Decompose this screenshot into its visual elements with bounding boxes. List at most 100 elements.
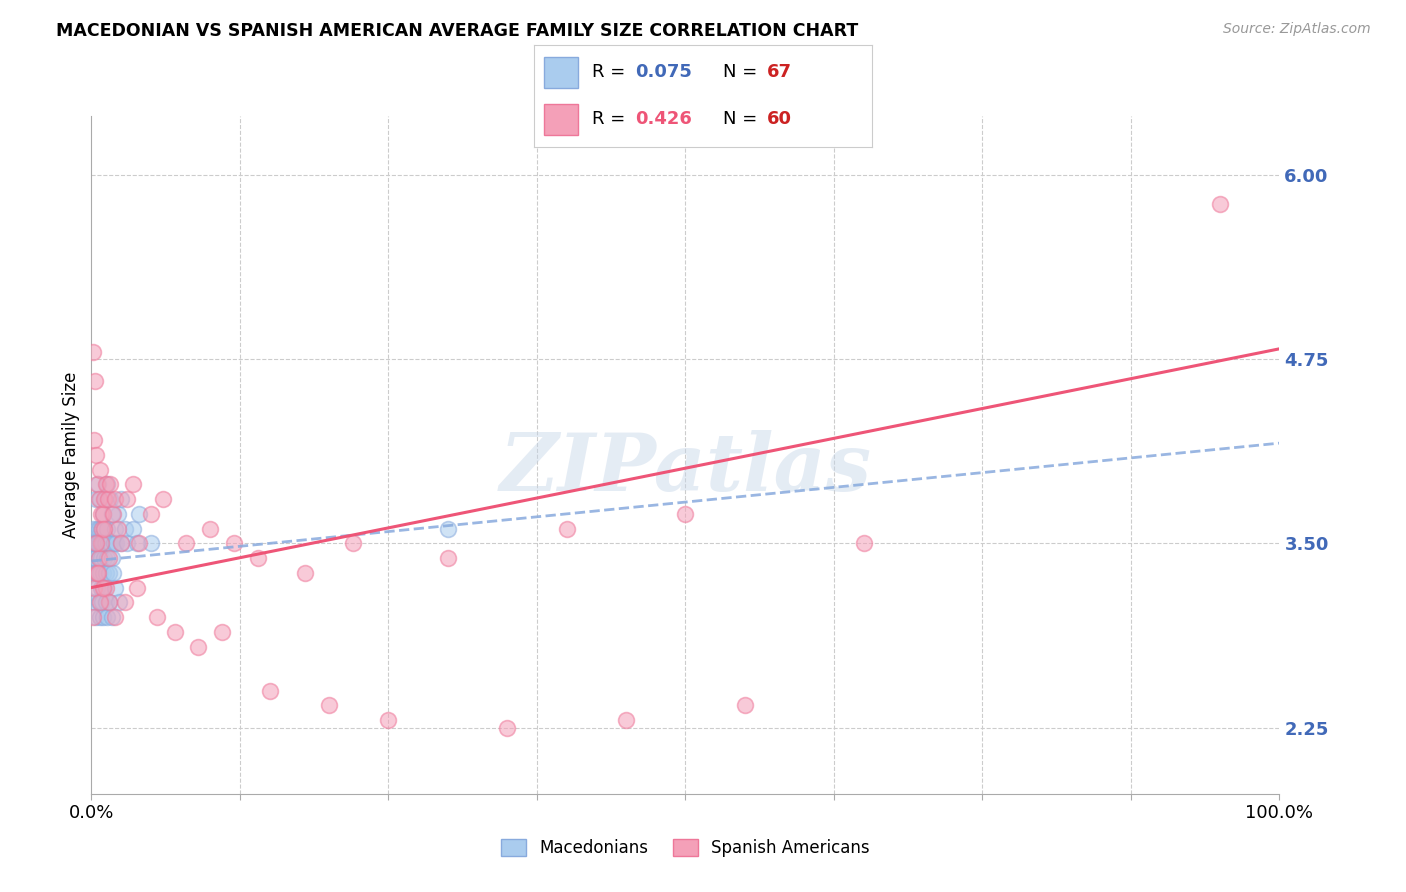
Text: 0.075: 0.075 <box>636 63 692 81</box>
Point <box>294 566 316 580</box>
Point <box>125 536 148 550</box>
Point <box>91 536 114 550</box>
Point <box>90 507 112 521</box>
Point <box>125 581 148 595</box>
Point <box>87 536 110 550</box>
Point <box>86 522 108 536</box>
Point <box>89 566 111 580</box>
Text: Source: ZipAtlas.com: Source: ZipAtlas.com <box>1223 22 1371 37</box>
Legend: Macedonians, Spanish Americans: Macedonians, Spanish Americans <box>494 832 877 863</box>
Point <box>100 477 122 491</box>
Point <box>97 536 120 550</box>
Point <box>87 477 110 491</box>
Point <box>1209 197 1232 211</box>
Point <box>98 566 121 580</box>
Point <box>82 522 104 536</box>
Point <box>122 522 145 536</box>
Point <box>101 566 124 580</box>
Point <box>187 640 209 654</box>
Point <box>97 492 120 507</box>
Point <box>84 536 107 550</box>
Point <box>555 522 578 536</box>
Point <box>101 507 124 521</box>
Text: ZIPatlas: ZIPatlas <box>499 430 872 508</box>
Text: 67: 67 <box>768 63 792 81</box>
Point <box>139 507 162 521</box>
Point <box>176 536 198 550</box>
Point <box>114 522 136 536</box>
Point <box>84 566 107 580</box>
Point <box>107 522 129 536</box>
Point <box>246 551 269 566</box>
Point <box>100 536 122 550</box>
Point <box>94 536 117 550</box>
Point <box>852 536 875 550</box>
Point <box>84 536 107 550</box>
Point <box>87 551 110 566</box>
Point <box>128 507 150 521</box>
Point <box>152 492 174 507</box>
Point <box>89 610 111 624</box>
Point <box>94 492 117 507</box>
Point <box>91 536 114 550</box>
Point <box>100 551 122 566</box>
Point <box>96 551 118 566</box>
Point <box>103 536 125 550</box>
Text: 60: 60 <box>768 111 792 128</box>
Point <box>87 492 110 507</box>
Point <box>90 581 112 595</box>
Text: N =: N = <box>723 63 763 81</box>
Point <box>96 522 118 536</box>
Point <box>128 536 150 550</box>
Point <box>91 581 114 595</box>
Point <box>84 374 107 388</box>
Point <box>115 492 138 507</box>
Text: R =: R = <box>592 63 631 81</box>
Point <box>436 522 458 536</box>
Point <box>110 536 132 550</box>
Point <box>93 581 115 595</box>
Point <box>84 448 107 462</box>
Point <box>139 536 162 550</box>
Point <box>104 610 127 624</box>
Point <box>122 477 145 491</box>
Point <box>86 566 108 580</box>
Point <box>222 536 245 550</box>
Point <box>83 551 105 566</box>
Point <box>93 551 115 566</box>
Point <box>436 551 458 566</box>
Point <box>94 477 117 491</box>
Point <box>673 507 696 521</box>
Point <box>96 610 118 624</box>
Point <box>98 595 121 609</box>
Point <box>89 463 111 477</box>
Point <box>91 522 114 536</box>
Point <box>110 536 132 550</box>
Point <box>105 536 128 550</box>
Point <box>89 492 111 507</box>
Point <box>96 581 118 595</box>
Point <box>97 595 120 609</box>
Point <box>93 492 115 507</box>
Point <box>342 536 364 550</box>
Point <box>104 522 127 536</box>
Point <box>93 522 115 536</box>
Point <box>211 624 233 639</box>
Point <box>83 536 105 550</box>
Point <box>734 698 756 713</box>
Bar <box>544 104 578 135</box>
Point <box>84 595 107 609</box>
Point <box>100 610 122 624</box>
Text: R =: R = <box>592 111 631 128</box>
Point <box>87 566 110 580</box>
Bar <box>544 57 578 87</box>
Point <box>496 721 519 735</box>
Text: 0.426: 0.426 <box>636 111 692 128</box>
Point <box>84 610 107 624</box>
Point <box>91 595 114 609</box>
Point <box>318 698 340 713</box>
Point <box>86 581 108 595</box>
Point <box>104 492 127 507</box>
Point <box>107 507 129 521</box>
Point <box>91 507 114 521</box>
